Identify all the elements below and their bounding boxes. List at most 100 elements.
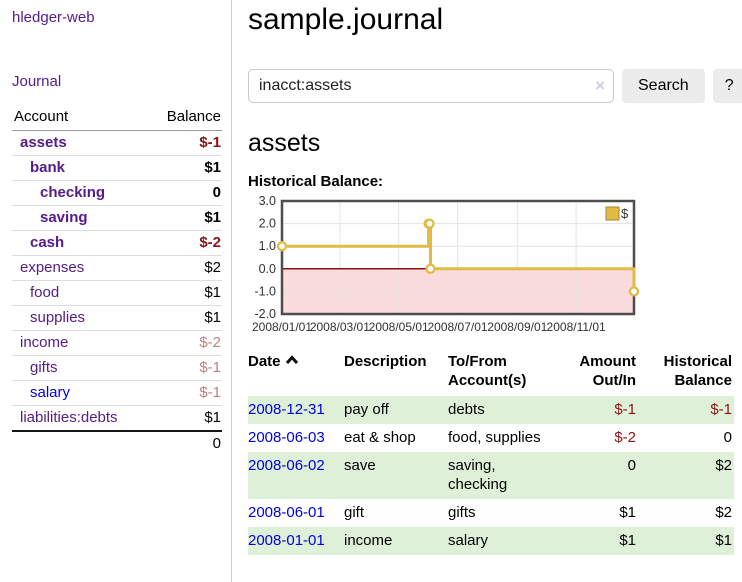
transaction-row: 2008-06-03 eat & shop food, supplies $-2… xyxy=(248,424,734,452)
account-link-food[interactable]: food xyxy=(30,284,60,301)
svg-text:1.0: 1.0 xyxy=(259,239,276,253)
transaction-row: 2008-06-02 save saving, checking 0 $2 xyxy=(248,452,734,499)
transaction-balance: $1 xyxy=(715,532,732,549)
register-header-amount: Amount Out/In xyxy=(579,353,636,389)
account-link-saving[interactable]: saving xyxy=(40,209,88,226)
account-balance: $1 xyxy=(148,405,222,432)
transaction-balance: $2 xyxy=(715,504,732,521)
accounts-total-row: 0 xyxy=(12,430,222,456)
account-link-liabilities-debts[interactable]: liabilities:debts xyxy=(20,409,118,426)
transaction-description: gift xyxy=(344,504,365,521)
svg-text:3.0: 3.0 xyxy=(259,195,276,208)
transaction-description: eat & shop xyxy=(344,429,416,446)
account-row: liabilities:debts $1 xyxy=(12,405,222,432)
transaction-date-link[interactable]: 2008-06-03 xyxy=(248,429,325,446)
transaction-accounts: gifts xyxy=(448,504,476,521)
account-row: bank $1 xyxy=(12,155,222,181)
page-title: sample.journal xyxy=(248,3,444,36)
account-row: income $-2 xyxy=(12,330,222,356)
account-row: salary $-1 xyxy=(12,380,222,406)
account-row: expenses $2 xyxy=(12,255,222,281)
account-balance: $-1 xyxy=(148,380,222,406)
clear-search-icon[interactable]: × xyxy=(595,76,605,95)
account-link-gifts[interactable]: gifts xyxy=(30,359,58,376)
account-balance: $1 xyxy=(148,155,222,181)
svg-text:2008/11/01: 2008/11/01 xyxy=(547,320,606,334)
transaction-amount: $1 xyxy=(619,504,636,521)
svg-text:0.0: 0.0 xyxy=(259,262,276,276)
sidebar-item-journal[interactable]: Journal xyxy=(12,73,62,90)
account-balance: $1 xyxy=(148,205,222,231)
svg-text:2008/01/01: 2008/01/01 xyxy=(252,320,312,334)
transaction-balance: $-1 xyxy=(710,401,732,418)
register-table: Date Description To/From Account(s) Amou… xyxy=(248,350,734,555)
accounts-header-balance: Balance xyxy=(148,105,222,131)
account-row: food $1 xyxy=(12,280,222,306)
transaction-description: save xyxy=(344,457,376,474)
accounts-header-account: Account xyxy=(12,105,149,131)
account-row: supplies $1 xyxy=(12,305,222,331)
account-link-assets[interactable]: assets xyxy=(20,134,67,151)
account-balance: 0 xyxy=(148,180,222,206)
register-header-balance: Historical Balance xyxy=(663,353,732,389)
transaction-description: income xyxy=(344,532,393,549)
account-link-supplies[interactable]: supplies xyxy=(30,309,86,326)
transaction-date-link[interactable]: 2008-12-31 xyxy=(248,401,325,418)
search-input[interactable] xyxy=(248,69,614,103)
chart-heading: Historical Balance: xyxy=(248,173,384,190)
register-header-date[interactable]: Date xyxy=(248,350,344,396)
transaction-accounts: saving, checking xyxy=(448,457,508,493)
search-row: × Search ? xyxy=(248,69,742,103)
search-button[interactable]: Search xyxy=(622,69,705,103)
account-balance: $1 xyxy=(148,305,222,331)
transaction-accounts: salary xyxy=(448,532,489,549)
account-row: gifts $-1 xyxy=(12,355,222,381)
account-balance: $1 xyxy=(148,280,222,306)
transaction-accounts: debts xyxy=(448,401,485,418)
transaction-amount: $-2 xyxy=(614,429,636,446)
account-row: saving $1 xyxy=(12,205,222,231)
account-link-bank[interactable]: bank xyxy=(30,159,66,176)
help-button[interactable]: ? xyxy=(712,69,742,103)
sidebar: hledger-web Journal Account Balance asse… xyxy=(0,0,232,582)
transaction-date-link[interactable]: 2008-01-01 xyxy=(248,532,325,549)
transaction-description: pay off xyxy=(344,401,389,418)
account-row: cash $-2 xyxy=(12,230,222,256)
svg-text:-2.0: -2.0 xyxy=(254,307,276,321)
register-header-row: Date Description To/From Account(s) Amou… xyxy=(248,350,734,396)
svg-text:2.0: 2.0 xyxy=(259,217,276,231)
account-link-cash[interactable]: cash xyxy=(30,234,65,251)
transaction-date-link[interactable]: 2008-06-01 xyxy=(248,504,325,521)
accounts-total-value: 0 xyxy=(148,430,222,456)
account-link-checking[interactable]: checking xyxy=(40,184,106,201)
transaction-date-link[interactable]: 2008-06-02 xyxy=(248,457,325,474)
accounts-balance-table: Account Balance assets $-1 bank $1 check… xyxy=(12,105,222,456)
account-balance: $2 xyxy=(148,255,222,281)
account-balance: $-2 xyxy=(148,330,222,356)
transaction-row: 2008-06-01 gift gifts $1 $2 xyxy=(248,499,734,527)
main-content: sample.journal × Search ? assets Histori… xyxy=(232,0,742,582)
svg-text:$: $ xyxy=(621,206,629,221)
transaction-accounts: food, supplies xyxy=(448,429,541,446)
transaction-amount: $1 xyxy=(619,532,636,549)
sort-ascending-icon xyxy=(285,355,298,365)
account-balance: $-2 xyxy=(148,230,222,256)
register-header-accounts: To/From Account(s) xyxy=(448,353,527,389)
account-link-expenses[interactable]: expenses xyxy=(20,259,85,276)
register-header-description: Description xyxy=(344,353,427,370)
account-row: assets $-1 xyxy=(12,130,222,156)
svg-text:2008/07/01: 2008/07/01 xyxy=(427,320,487,334)
transaction-row: 2008-01-01 income salary $1 $1 xyxy=(248,527,734,555)
transaction-row: 2008-12-31 pay off debts $-1 $-1 xyxy=(248,396,734,424)
historical-balance-chart: $3.0 2.0 1.0 0.0 -1.0 -2.02008/01/012008/03/0… xyxy=(252,195,640,334)
accounts-header-row: Account Balance xyxy=(12,105,222,131)
app-title-link[interactable]: hledger-web xyxy=(12,9,95,26)
transaction-balance: 0 xyxy=(723,429,732,446)
account-heading: assets xyxy=(248,129,321,157)
account-balance: $-1 xyxy=(148,130,222,156)
svg-text:2008/03/01: 2008/03/01 xyxy=(310,320,370,334)
account-row: checking 0 xyxy=(12,180,222,206)
account-link-salary[interactable]: salary xyxy=(30,384,71,401)
account-link-income[interactable]: income xyxy=(20,334,69,351)
